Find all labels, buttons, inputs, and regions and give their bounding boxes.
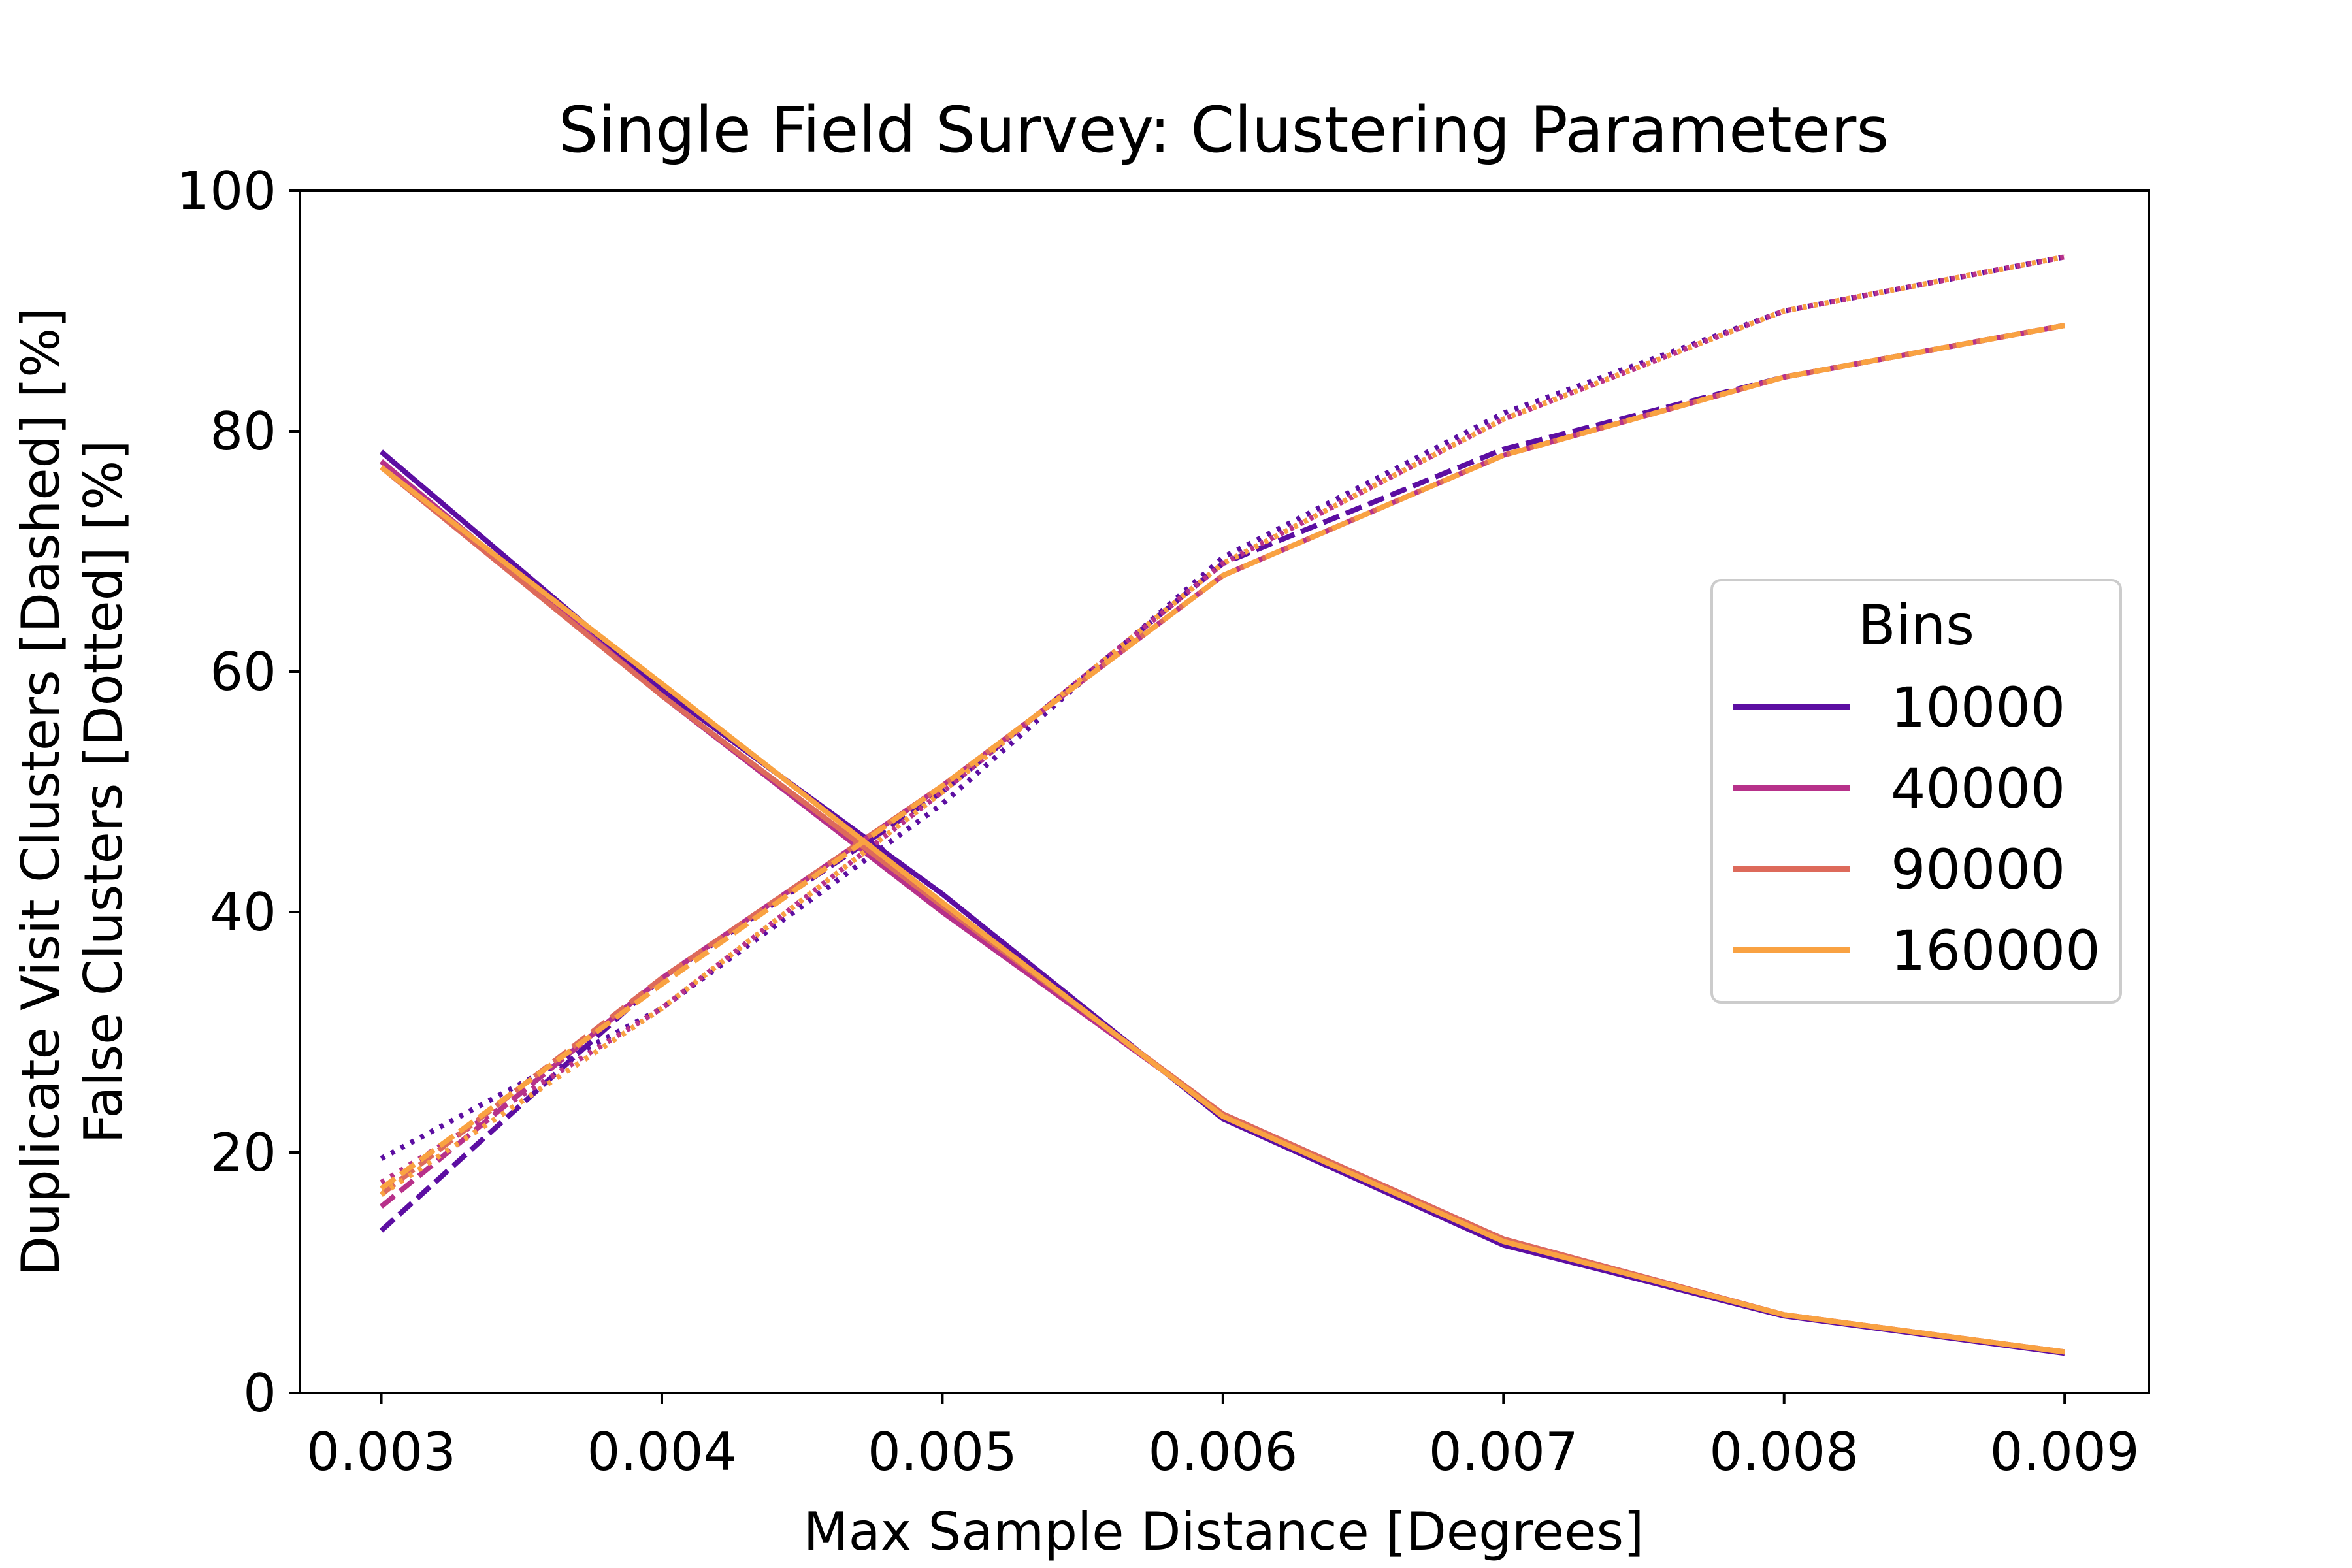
y-tick-label: 100 [176, 161, 276, 221]
y-axis-label-line-1: Duplicate Visit Clusters [Dashed] [%] [10, 308, 71, 1277]
series-40000-dotted-line [380, 254, 2065, 1185]
legend-label-40000: 40000 [1891, 757, 2065, 821]
legend-box [1710, 579, 2122, 1004]
x-tick-label: 0.004 [587, 1422, 736, 1482]
legend-label-90000: 90000 [1891, 838, 2065, 902]
y-tick-label: 60 [210, 642, 276, 702]
x-tick-label: 0.008 [1709, 1422, 1859, 1482]
y-axis-label-line-2: False Clusters [Dotted] [%] [73, 440, 134, 1144]
y-axis-ticks: 0 20 40 60 80 100 [176, 161, 300, 1424]
x-axis-label: Max Sample Distance [Degrees] [804, 1501, 1644, 1562]
plot-lines [379, 254, 2065, 1356]
x-tick-label: 0.005 [868, 1422, 1017, 1482]
series-160000-solid-line [380, 465, 2065, 1355]
series-160000-dotted-line [380, 254, 2065, 1197]
legend-items: 10000 40000 90000 160000 [1733, 676, 2100, 983]
legend-label-160000: 160000 [1891, 919, 2100, 983]
y-tick-label: 20 [210, 1122, 276, 1183]
chart-title: Single Field Survey: Clustering Paramete… [559, 93, 1889, 167]
x-tick-label: 0.007 [1429, 1422, 1578, 1482]
x-tick-label: 0.003 [306, 1422, 456, 1482]
y-tick-label: 0 [243, 1363, 276, 1424]
x-tick-label: 0.006 [1148, 1422, 1298, 1482]
x-tick-label: 0.009 [1990, 1422, 2140, 1482]
series-160000-dashed-line [380, 323, 2065, 1191]
x-axis-ticks: 0.003 0.004 0.005 0.006 0.007 0.008 0.009 [306, 1393, 2140, 1482]
legend-title: Bins [1858, 593, 1974, 657]
legend: Bins 10000 40000 90000 160000 [1710, 579, 2122, 1004]
y-tick-label: 40 [210, 882, 276, 943]
y-tick-label: 80 [210, 401, 276, 462]
plot-frame [299, 189, 2150, 1394]
legend-label-10000: 10000 [1891, 676, 2065, 740]
